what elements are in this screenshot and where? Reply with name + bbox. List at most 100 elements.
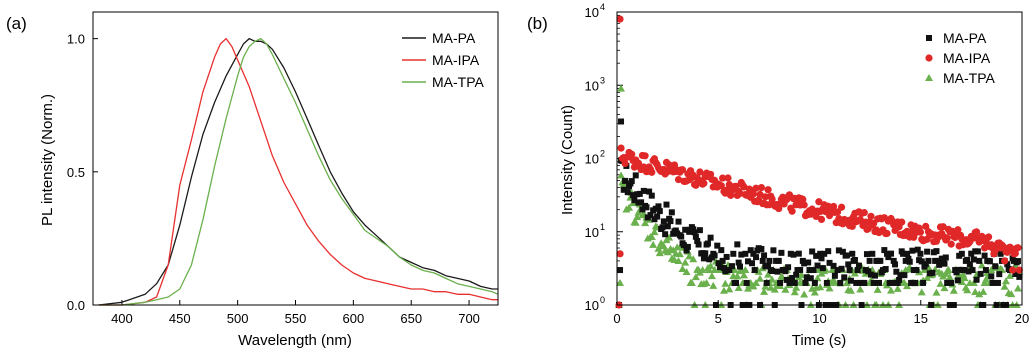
- data-point: [799, 195, 807, 203]
- data-point: [720, 265, 727, 272]
- data-point: [728, 263, 735, 270]
- data-point: [674, 256, 683, 264]
- data-point: [865, 268, 872, 275]
- data-point: [925, 257, 932, 264]
- data-point: [734, 241, 741, 248]
- panel-b-label: (b): [527, 14, 548, 33]
- legend-marker-ma-tpa: [925, 74, 933, 81]
- data-point: [909, 247, 916, 254]
- data-point: [940, 284, 949, 292]
- panel-a-label: (a): [6, 14, 27, 33]
- panel-b-xlabel: Time (s): [792, 332, 846, 349]
- data-point: [975, 290, 984, 298]
- data-point: [802, 279, 809, 286]
- data-point: [973, 276, 980, 283]
- data-point: [969, 267, 976, 274]
- data-point: [621, 159, 629, 168]
- legend-marker-ma-pa: [926, 35, 932, 41]
- data-point: [714, 242, 721, 249]
- panel-b-ylabel: Intensity (Count): [559, 105, 576, 215]
- data-point: [662, 231, 669, 238]
- data-point: [800, 201, 808, 209]
- legend-marker-ma-ipa: [925, 54, 933, 62]
- data-point: [882, 266, 889, 273]
- data-point: [835, 247, 842, 254]
- data-point: [817, 250, 824, 257]
- data-point: [932, 288, 941, 296]
- data-point: [806, 267, 813, 274]
- data-point: [641, 219, 650, 227]
- data-point: [989, 279, 996, 286]
- data-point: [856, 216, 864, 224]
- data-point: [845, 261, 852, 268]
- y-tick-label: 10: [585, 5, 599, 20]
- data-point: [996, 271, 1003, 278]
- data-point: [854, 267, 861, 274]
- x-tick-label: 10: [812, 311, 826, 326]
- series-line-ma-tpa: [98, 37, 499, 306]
- data-point: [1001, 257, 1009, 265]
- data-point: [633, 213, 642, 221]
- data-point: [897, 272, 904, 279]
- data-point: [841, 274, 848, 281]
- data-point: [654, 213, 661, 220]
- data-point: [1016, 273, 1023, 280]
- data-point: [881, 247, 888, 254]
- data-point: [885, 254, 892, 261]
- data-point: [916, 228, 925, 236]
- panel-a-ylabel: PL intensity (Norm.): [39, 94, 56, 226]
- series-ma-tpa: [615, 84, 1024, 308]
- y-tick-exponent: 2: [600, 149, 605, 159]
- data-point: [757, 183, 765, 192]
- data-point: [976, 257, 983, 264]
- data-point: [681, 258, 690, 266]
- data-point: [786, 279, 793, 286]
- data-point: [801, 260, 808, 267]
- data-point: [1000, 282, 1009, 290]
- data-point: [789, 274, 796, 281]
- data-point: [622, 177, 629, 184]
- y-tick-label: 1.0: [67, 32, 85, 47]
- data-point: [778, 249, 785, 256]
- data-point-peak: [616, 250, 624, 258]
- data-point: [723, 186, 731, 194]
- data-point: [917, 288, 926, 296]
- data-point: [700, 179, 708, 187]
- data-point: [964, 256, 971, 263]
- data-point: [818, 255, 825, 262]
- x-tick-label: 400: [111, 311, 133, 326]
- data-point: [733, 272, 742, 280]
- data-point: [968, 250, 975, 257]
- legend-label-ma-ipa: MA-IPA: [432, 52, 480, 68]
- y-tick-exponent: 4: [600, 2, 605, 12]
- data-point: [769, 268, 776, 275]
- data-point: [777, 279, 784, 286]
- y-tick-label: 10: [585, 78, 599, 93]
- data-point: [997, 250, 1004, 257]
- data-point: [774, 268, 781, 275]
- data-point: [687, 278, 696, 286]
- data-point: [942, 254, 949, 261]
- data-point: [659, 224, 666, 231]
- data-point: [634, 208, 643, 216]
- data-point: [920, 279, 927, 286]
- data-point: [963, 286, 972, 294]
- data-point: [655, 203, 662, 210]
- data-point-peak: [617, 84, 626, 92]
- data-point: [741, 266, 750, 274]
- data-point: [869, 250, 876, 257]
- data-point: [788, 207, 796, 215]
- data-point: [846, 267, 853, 274]
- data-point: [936, 261, 943, 268]
- data-point: [617, 171, 626, 179]
- data-point: [966, 261, 973, 268]
- panel-b-series-group: [615, 15, 1024, 309]
- panel-b-frame: [616, 11, 1023, 306]
- y-tick-exponent: 1: [600, 222, 605, 232]
- data-point: [710, 266, 719, 274]
- data-point: [979, 287, 988, 295]
- data-point: [893, 284, 902, 292]
- x-tick-label: 0: [613, 311, 620, 326]
- data-point: [790, 288, 799, 296]
- data-point: [884, 250, 891, 257]
